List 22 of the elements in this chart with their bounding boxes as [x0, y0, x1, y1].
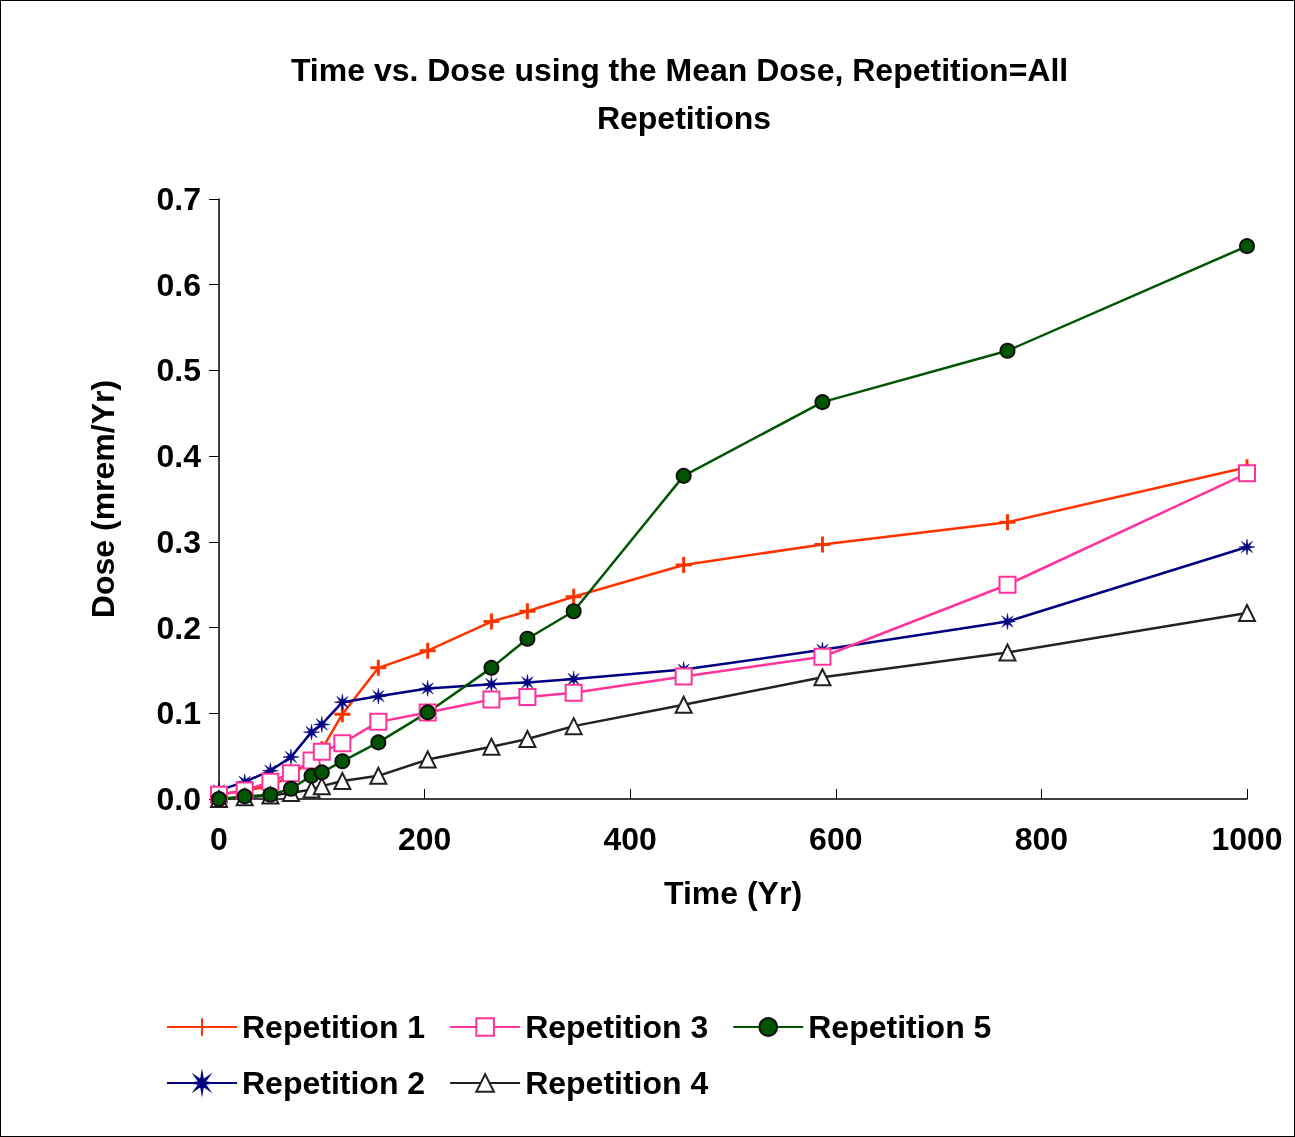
x-tick-label: 600 [809, 821, 863, 857]
y-tick-label: 0.7 [156, 181, 201, 217]
legend-label: Repetition 3 [525, 1009, 709, 1045]
legend-label: Repetition 2 [242, 1065, 426, 1101]
y-axis-title: Dose (mrem/Yr) [85, 379, 121, 619]
y-tick-label: 0.6 [156, 266, 201, 303]
legend-label: Repetition 4 [525, 1065, 709, 1101]
x-tick-label: 200 [397, 821, 452, 857]
y-tick-label: 0.2 [156, 609, 201, 646]
x-tick-label: 400 [603, 821, 657, 857]
chart-title: Time vs. Dose using the Mean Dose, Repetition=All Repetitions [290, 52, 1078, 136]
x-tick-label: 0 [210, 821, 228, 857]
y-tick-label: 0.3 [156, 523, 201, 560]
y-tick-label: 0.5 [156, 352, 201, 389]
x-axis-title: Time (Yr) [663, 875, 803, 911]
y-tick-label: 0.1 [156, 695, 201, 732]
y-tick-label: 0.4 [156, 438, 202, 475]
x-tick-label: 1000 [1211, 821, 1283, 857]
legend-label: Repetition 5 [808, 1009, 992, 1045]
x-tick-label: 800 [1014, 821, 1069, 857]
y-tick-label: 0.0 [156, 781, 201, 817]
legend-label: Repetition 1 [242, 1009, 426, 1045]
